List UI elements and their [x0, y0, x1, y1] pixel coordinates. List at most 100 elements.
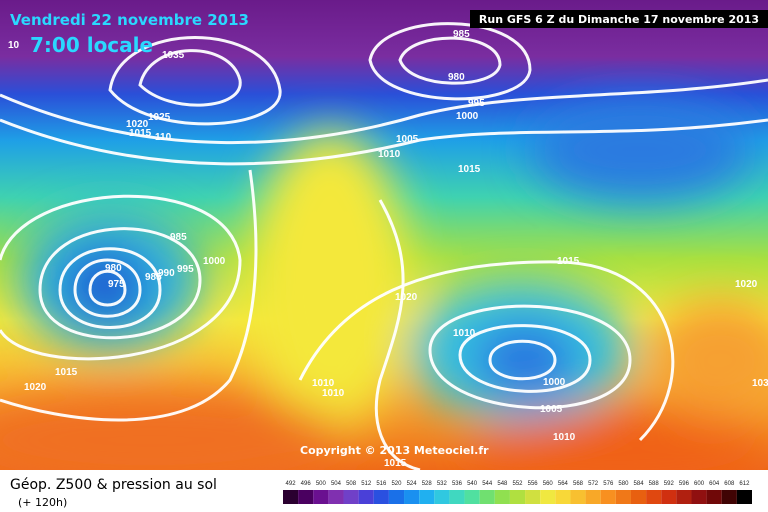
- footer-lead: (+ 120h): [18, 496, 67, 509]
- isobar-label: 1015: [55, 367, 78, 378]
- isobar-label: 1000: [543, 377, 566, 388]
- colorbar-swatch: [736, 490, 752, 504]
- colorbar-label: 540: [467, 481, 478, 487]
- colorbar-swatch: [434, 490, 450, 504]
- isobar-label: 1010: [322, 388, 345, 399]
- isobar-label: 1015: [384, 458, 407, 469]
- isobar-label: 985: [145, 272, 162, 283]
- colorbar-label: 608: [724, 481, 735, 487]
- isobar-label: 1035: [162, 50, 185, 61]
- colorbar-swatch: [676, 490, 692, 504]
- isobar-label: 1025: [148, 112, 171, 123]
- isobar-label: 1020: [24, 382, 47, 393]
- copyright: Copyright © 2013 Meteociel.fr: [300, 444, 489, 457]
- isobar-label: 1005: [396, 134, 419, 145]
- colorbar-swatch: [419, 490, 435, 504]
- isobar-label: 1010: [378, 149, 401, 160]
- isobar-label: 10: [8, 40, 20, 51]
- isobar-label: 1000: [456, 111, 479, 122]
- colorbar-label: 536: [452, 481, 463, 487]
- colorbar-swatch: [555, 490, 571, 504]
- colorbar-label: 520: [391, 481, 402, 487]
- isobar-label: 1015: [557, 256, 580, 267]
- colorbar-label: 588: [649, 481, 660, 487]
- colorbar-swatch: [646, 490, 662, 504]
- colorbar-swatch: [313, 490, 329, 504]
- colorbar-label: 492: [286, 481, 297, 487]
- isobar-label: 1010: [553, 432, 576, 443]
- colorbar-label: 532: [437, 481, 448, 487]
- colorbar-swatch: [630, 490, 647, 504]
- colorbar-swatch: [525, 490, 541, 504]
- colorbar-swatch: [358, 490, 374, 504]
- colorbar-label: 600: [694, 481, 705, 487]
- isobar-label: 1020: [735, 279, 758, 290]
- colorbar-swatch: [328, 490, 344, 504]
- isobar-label: 1015: [458, 164, 481, 175]
- colorbar-label: 504: [331, 481, 342, 487]
- colorbar-label: 568: [573, 481, 584, 487]
- colorbar-swatch: [283, 490, 299, 504]
- run-box: [470, 10, 768, 28]
- colorbar-swatch: [464, 490, 480, 504]
- colorbar-swatch: [373, 490, 389, 504]
- colorbar-swatch: [585, 490, 601, 504]
- colorbar-swatch: [615, 490, 631, 504]
- colorbar-label: 576: [603, 481, 614, 487]
- colorbar-swatch: [298, 490, 314, 504]
- colorbar-swatch: [540, 490, 556, 504]
- isobar-label: 1015: [129, 128, 152, 139]
- colorbar-swatch: [600, 490, 616, 504]
- isobar-label: 1000: [203, 256, 226, 267]
- colorbar: 492 496 500 504 508 512 516 520 524 528 532 536 540 5…: [283, 481, 752, 504]
- colorbar-label: 580: [618, 481, 629, 487]
- isobar-label: 1010: [312, 378, 335, 389]
- isobar-label: 980: [448, 72, 465, 83]
- isobar-label: 995: [177, 264, 194, 275]
- colorbar-label: 556: [528, 481, 539, 487]
- run-info: Run GFS 6 Z du Dimanche 17 novembre 2013: [479, 13, 759, 26]
- colorbar-label: 516: [376, 481, 387, 487]
- isobar-label: 1030: [752, 378, 768, 389]
- isobar-label: 1005: [540, 404, 563, 415]
- colorbar-label: 496: [301, 481, 312, 487]
- colorbar-swatch: [691, 490, 707, 504]
- colorbar-label: 508: [346, 481, 357, 487]
- colorbar-label: 552: [512, 481, 523, 487]
- colorbar-label: 512: [361, 481, 372, 487]
- forecast-date: Vendredi 22 novembre 2013: [10, 11, 249, 29]
- colorbar-label: 528: [422, 481, 433, 487]
- isobar-label: 985: [453, 29, 470, 40]
- colorbar-swatch: [661, 490, 677, 504]
- colorbar-label: 596: [679, 481, 690, 487]
- colorbar-swatch: [388, 490, 405, 504]
- colorbar-label: 548: [497, 481, 508, 487]
- isobar-label: 995: [468, 98, 485, 109]
- colorbar-label: 604: [709, 481, 720, 487]
- colorbar-swatch: [721, 490, 737, 504]
- isobar-label: 1010: [453, 328, 476, 339]
- isobar-label: 990: [158, 268, 175, 279]
- colorbar-label: 584: [634, 481, 645, 487]
- colorbar-swatch: [494, 490, 510, 504]
- isobar-label: 975: [108, 279, 125, 290]
- isobar-label: 1020: [395, 292, 418, 303]
- forecast-time: 7:00 locale: [30, 33, 153, 57]
- colorbar-swatch: [570, 490, 586, 504]
- colorbar-label: 560: [543, 481, 554, 487]
- isobar-label: 1020: [126, 119, 149, 130]
- colorbar-swatch: [449, 490, 465, 504]
- isobar-label: 980: [105, 263, 122, 274]
- isobar-label: 985: [170, 232, 187, 243]
- colorbar-label: 524: [407, 481, 418, 487]
- colorbar-label: 592: [664, 481, 675, 487]
- colorbar-label: 544: [482, 481, 493, 487]
- map-area: [0, 0, 768, 470]
- colorbar-label: 500: [316, 481, 327, 487]
- isobar-label: 110: [155, 132, 172, 143]
- colorbar-swatch: [509, 490, 526, 504]
- colorbar-swatch: [404, 490, 420, 504]
- colorbar-label: 564: [558, 481, 569, 487]
